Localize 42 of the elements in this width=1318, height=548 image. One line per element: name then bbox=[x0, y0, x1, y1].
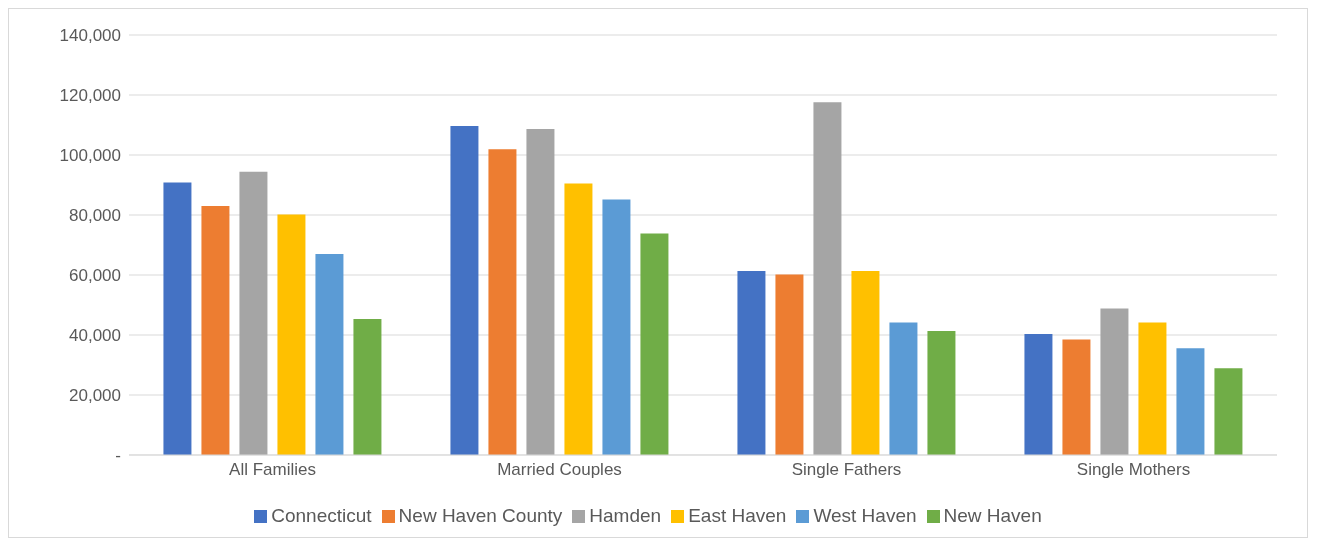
bar bbox=[450, 125, 479, 455]
y-tick-label: - bbox=[115, 446, 121, 466]
bar bbox=[775, 274, 804, 455]
y-tick-label: 80,000 bbox=[69, 206, 121, 226]
bar bbox=[239, 171, 268, 455]
y-tick-label: 140,000 bbox=[59, 26, 121, 46]
bar bbox=[1138, 322, 1167, 455]
y-tick-label: 20,000 bbox=[69, 386, 121, 406]
x-tick-label: Single Mothers bbox=[1076, 460, 1191, 480]
bar bbox=[813, 102, 842, 455]
bar bbox=[737, 271, 766, 455]
x-tick-label: Single Fathers bbox=[791, 460, 902, 480]
legend-label: East Haven bbox=[688, 505, 787, 526]
bar bbox=[851, 271, 880, 455]
bar bbox=[1024, 334, 1053, 455]
legend-label: New Haven bbox=[943, 505, 1042, 526]
legend-label: Connecticut bbox=[271, 505, 372, 526]
bar bbox=[1062, 339, 1091, 455]
legend-label: West Haven bbox=[813, 505, 917, 526]
bar bbox=[1214, 368, 1243, 455]
bar bbox=[201, 206, 230, 455]
bar bbox=[277, 214, 306, 455]
y-tick-label: 120,000 bbox=[59, 86, 121, 106]
legend-label: Hamden bbox=[589, 505, 662, 526]
x-tick-label: Married Couples bbox=[497, 460, 622, 480]
legend-label: New Haven County bbox=[398, 505, 563, 526]
x-tick-label: All Families bbox=[229, 460, 316, 480]
bar bbox=[602, 199, 631, 455]
bar bbox=[564, 183, 593, 455]
bar bbox=[315, 254, 344, 455]
bar bbox=[488, 149, 517, 455]
y-tick-label: 60,000 bbox=[69, 266, 121, 286]
bar bbox=[163, 182, 192, 455]
bar bbox=[1176, 348, 1205, 455]
bar bbox=[640, 233, 669, 455]
bar bbox=[889, 322, 918, 455]
y-tick-label: 100,000 bbox=[59, 146, 121, 166]
bar bbox=[526, 128, 555, 455]
y-tick-label: 40,000 bbox=[69, 326, 121, 346]
bar bbox=[353, 319, 382, 455]
bar bbox=[1100, 308, 1129, 455]
bar bbox=[927, 331, 956, 455]
